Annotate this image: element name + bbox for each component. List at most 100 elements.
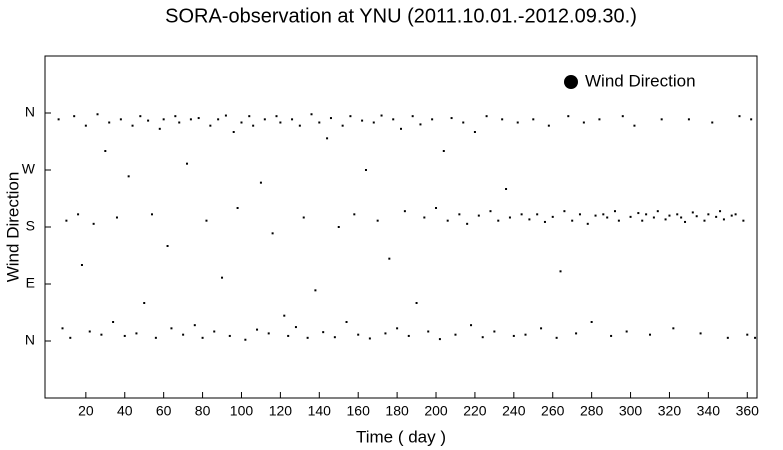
point xyxy=(224,114,227,117)
point xyxy=(322,331,325,334)
point xyxy=(645,213,648,216)
x-tick-label: 120 xyxy=(269,403,293,419)
point xyxy=(361,119,364,122)
point xyxy=(726,336,729,339)
point xyxy=(209,124,212,127)
point xyxy=(263,118,266,121)
point xyxy=(508,216,511,219)
point xyxy=(162,118,165,121)
point xyxy=(178,121,181,124)
point xyxy=(450,117,453,120)
legend-marker xyxy=(564,75,578,89)
point xyxy=(388,257,391,260)
point xyxy=(326,137,329,140)
point xyxy=(649,333,652,336)
point xyxy=(722,218,725,221)
point xyxy=(571,219,574,222)
point xyxy=(112,321,115,323)
point xyxy=(147,119,150,122)
point xyxy=(578,213,581,216)
point xyxy=(466,222,469,225)
point xyxy=(668,214,671,217)
point xyxy=(80,264,83,266)
plot-frame xyxy=(44,55,758,399)
x-tick-label: 40 xyxy=(117,403,133,419)
point xyxy=(205,219,208,222)
point xyxy=(730,214,733,217)
y-axis-label: Wind Direction xyxy=(3,172,22,283)
point xyxy=(489,210,492,213)
point xyxy=(660,118,663,121)
point xyxy=(750,118,753,121)
point xyxy=(353,213,356,216)
point xyxy=(182,333,185,336)
point xyxy=(372,121,375,124)
point xyxy=(357,333,360,336)
point xyxy=(610,334,613,337)
point xyxy=(470,324,473,327)
point xyxy=(497,219,500,222)
point xyxy=(57,118,60,121)
point xyxy=(524,333,527,336)
point xyxy=(158,127,161,130)
point xyxy=(396,327,399,330)
point xyxy=(201,336,204,339)
point xyxy=(543,220,546,223)
point xyxy=(485,115,488,118)
point xyxy=(108,121,111,124)
x-tick-label: 260 xyxy=(541,403,565,419)
point xyxy=(501,118,504,121)
point xyxy=(333,336,336,339)
point xyxy=(442,150,445,152)
x-tick-label: 320 xyxy=(658,403,682,419)
point xyxy=(84,124,87,127)
point xyxy=(96,113,99,116)
point xyxy=(65,219,68,222)
point xyxy=(186,162,189,165)
point xyxy=(423,216,426,219)
point xyxy=(493,330,496,333)
point xyxy=(368,337,371,340)
point xyxy=(435,207,438,209)
point xyxy=(119,118,122,121)
point xyxy=(298,124,301,127)
point xyxy=(606,216,609,219)
point xyxy=(252,124,255,127)
point xyxy=(695,215,698,218)
point xyxy=(73,115,76,118)
point xyxy=(232,131,235,133)
x-tick-label: 220 xyxy=(463,403,487,419)
x-tick-label: 20 xyxy=(78,403,94,419)
point xyxy=(707,213,710,216)
point xyxy=(684,220,687,223)
point xyxy=(520,213,523,216)
x-tick-label: 100 xyxy=(230,403,254,419)
point xyxy=(291,118,294,121)
point xyxy=(567,115,570,118)
point xyxy=(563,210,566,213)
point xyxy=(664,218,667,221)
point xyxy=(687,118,690,121)
point xyxy=(738,115,741,118)
point xyxy=(256,328,259,331)
point xyxy=(458,213,461,216)
point xyxy=(221,276,224,279)
point xyxy=(656,210,659,213)
point xyxy=(69,336,72,339)
legend-label: Wind Direction xyxy=(585,71,696,90)
point xyxy=(446,219,449,222)
x-tick-label: 280 xyxy=(580,403,604,419)
point xyxy=(532,118,535,121)
point xyxy=(477,214,480,217)
point xyxy=(617,219,620,222)
point xyxy=(403,210,406,213)
x-tick-label: 60 xyxy=(156,403,172,419)
point xyxy=(287,334,290,337)
point xyxy=(228,334,231,337)
x-tick-label: 240 xyxy=(502,403,526,419)
point xyxy=(680,216,683,219)
point xyxy=(392,118,395,121)
x-tick-label: 160 xyxy=(347,403,371,419)
point xyxy=(473,131,476,133)
